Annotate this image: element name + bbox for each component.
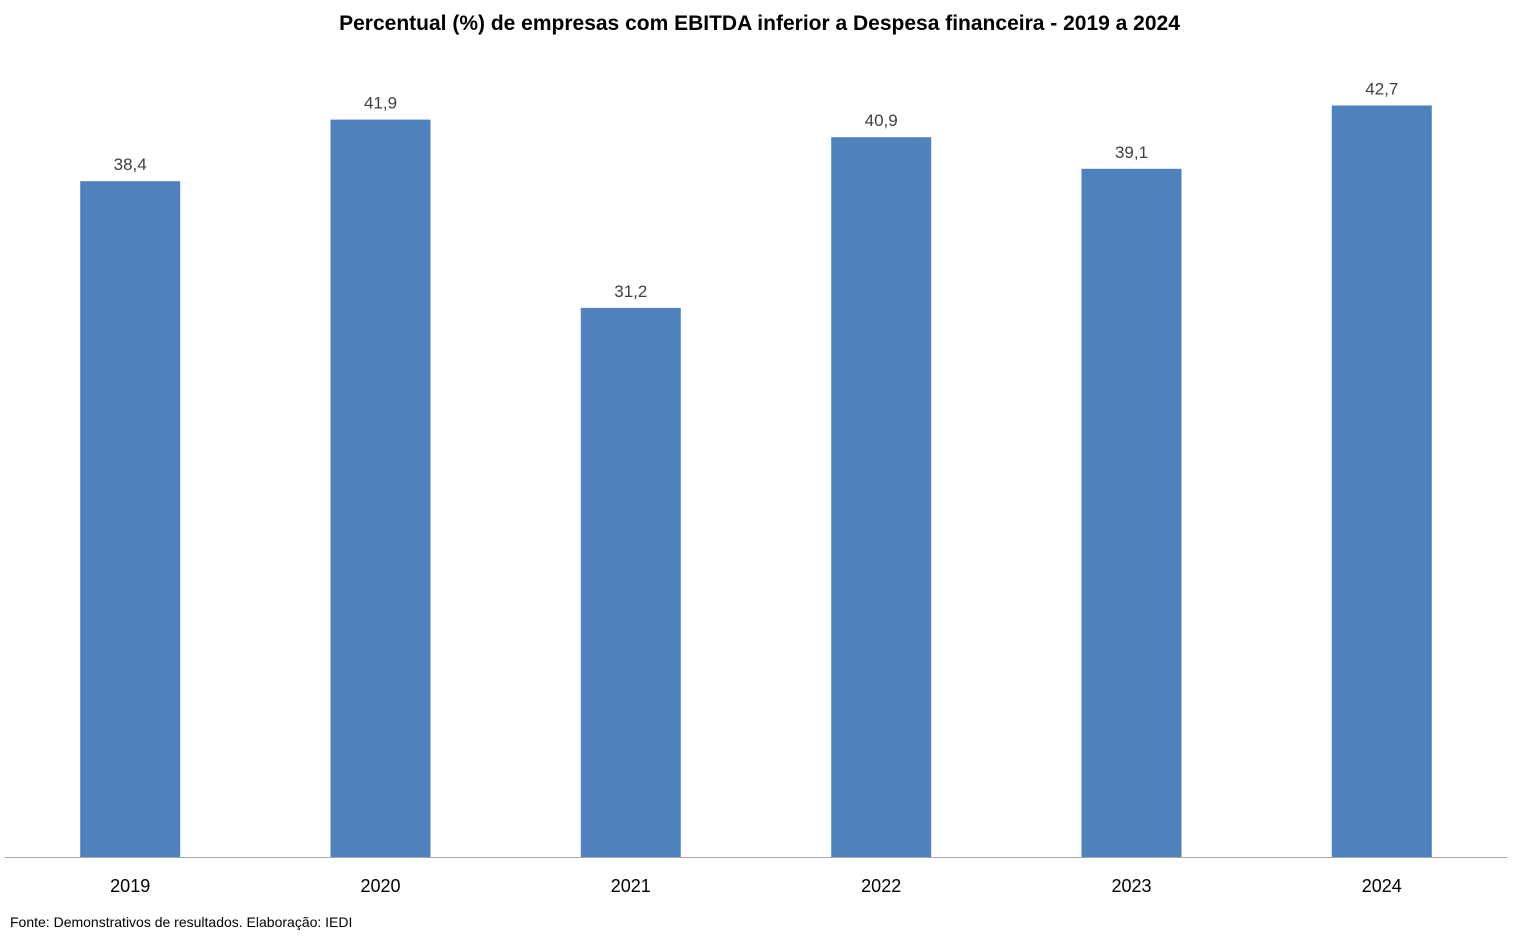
bar-2022 — [831, 137, 932, 857]
x-tick-2022: 2022 — [861, 876, 901, 896]
x-tick-labels-group: 2019 2020 2021 2022 2023 2024 — [110, 876, 1402, 896]
x-tick-2023: 2023 — [1111, 876, 1151, 896]
data-label-2022: 40,9 — [865, 111, 898, 130]
x-tick-2020: 2020 — [360, 876, 400, 896]
bar-2020 — [330, 119, 431, 858]
bar-2021 — [580, 307, 681, 857]
data-label-2023: 39,1 — [1115, 143, 1148, 162]
x-tick-2021: 2021 — [611, 876, 651, 896]
x-tick-2019: 2019 — [110, 876, 150, 896]
data-label-2021: 31,2 — [614, 282, 647, 301]
x-tick-2024: 2024 — [1362, 876, 1402, 896]
source-note: Fonte: Demonstrativos de resultados. Ela… — [10, 914, 353, 930]
data-label-2024: 42,7 — [1365, 80, 1398, 99]
chart-title: Percentual (%) de empresas com EBITDA in… — [339, 12, 1180, 35]
bars-group — [80, 105, 1432, 858]
data-label-2020: 41,9 — [364, 94, 397, 113]
data-label-2019: 38,4 — [114, 155, 147, 174]
bar-2023 — [1081, 168, 1182, 858]
bar-2024 — [1331, 105, 1432, 857]
bar-2019 — [80, 181, 181, 857]
data-labels-group: 38,4 41,9 31,2 40,9 39,1 42,7 — [114, 80, 1399, 301]
